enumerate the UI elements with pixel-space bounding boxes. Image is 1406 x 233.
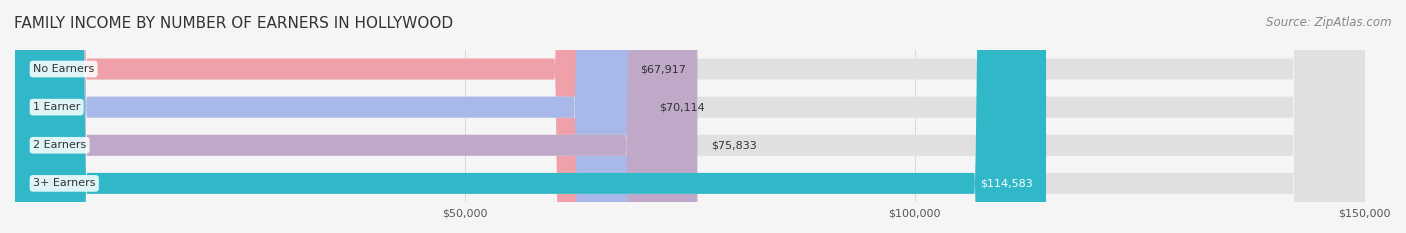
FancyBboxPatch shape bbox=[15, 0, 1365, 233]
Text: 2 Earners: 2 Earners bbox=[32, 140, 86, 150]
FancyBboxPatch shape bbox=[15, 0, 645, 233]
FancyBboxPatch shape bbox=[15, 0, 626, 233]
FancyBboxPatch shape bbox=[15, 0, 697, 233]
Text: 1 Earner: 1 Earner bbox=[32, 102, 80, 112]
Text: $70,114: $70,114 bbox=[659, 102, 706, 112]
FancyBboxPatch shape bbox=[15, 0, 1365, 233]
Text: $75,833: $75,833 bbox=[711, 140, 756, 150]
Text: Source: ZipAtlas.com: Source: ZipAtlas.com bbox=[1267, 16, 1392, 29]
Text: $114,583: $114,583 bbox=[980, 178, 1032, 188]
Text: 3+ Earners: 3+ Earners bbox=[32, 178, 96, 188]
FancyBboxPatch shape bbox=[15, 0, 1046, 233]
Text: No Earners: No Earners bbox=[32, 64, 94, 74]
Text: $67,917: $67,917 bbox=[640, 64, 686, 74]
FancyBboxPatch shape bbox=[15, 0, 1365, 233]
FancyBboxPatch shape bbox=[15, 0, 1365, 233]
Text: FAMILY INCOME BY NUMBER OF EARNERS IN HOLLYWOOD: FAMILY INCOME BY NUMBER OF EARNERS IN HO… bbox=[14, 16, 453, 31]
